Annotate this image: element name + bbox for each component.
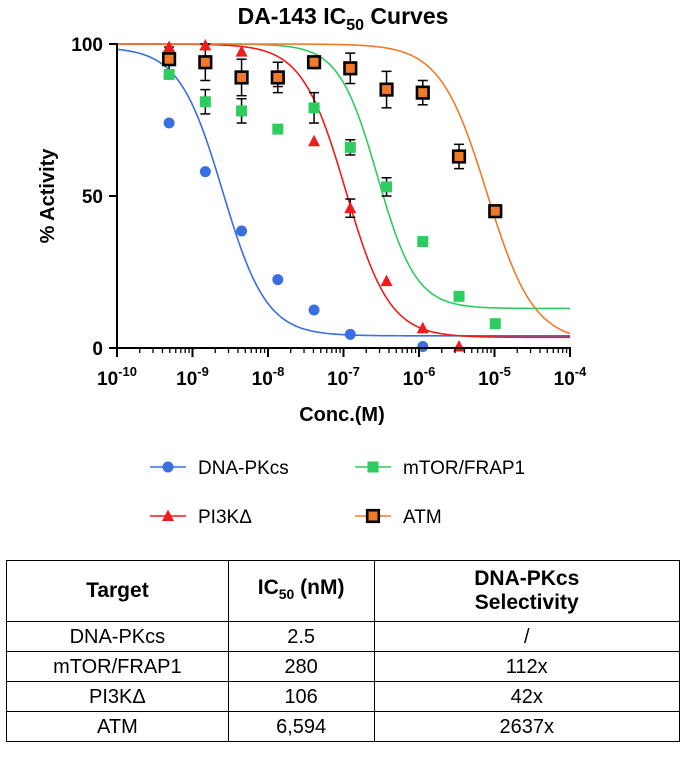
y-tick-label: 50 [82, 187, 103, 208]
point-mtor-frap1 [381, 181, 393, 193]
chart-title: DA-143 IC50 Curves [238, 3, 449, 34]
legend-marker-atm [365, 508, 381, 524]
point-mtor-frap1 [236, 105, 248, 117]
point-dna-pkcs [308, 304, 320, 316]
point-mtor-frap1 [417, 236, 429, 248]
point-pi3k- [199, 39, 212, 51]
cell-selectivity: 112x [373, 651, 680, 682]
point-atm [198, 55, 213, 70]
point-atm [451, 149, 467, 164]
point-atm [234, 70, 249, 85]
header-selectivity-line2: Selectivity [474, 591, 579, 614]
chart-title-suffix: Curves [364, 3, 448, 29]
cell-ic50: 6,594 [227, 711, 375, 742]
point-mtor-frap1 [163, 68, 175, 80]
x-tick-label: 10-7 [327, 364, 360, 390]
cell-ic50: 106 [227, 681, 375, 712]
cell-target: PI3KΔ [6, 681, 229, 712]
axes: 0 50 100 10-10 10-9 10-8 10-7 10-6 10-5 10-4 [71, 35, 587, 390]
fit-curve-mtor-frap1 [117, 43, 570, 310]
header-ic50: IC50 (nM) [227, 560, 375, 622]
point-atm [161, 52, 177, 67]
point-atm [488, 204, 503, 219]
x-tick-label: 10-4 [554, 364, 587, 390]
point-mtor-frap1 [344, 141, 356, 153]
table-row: mTOR/FRAP1 280 112x [6, 651, 680, 682]
legend-marker-mtor-frap1 [367, 461, 379, 473]
point-dna-pkcs [272, 274, 284, 286]
point-dna-pkcs [236, 225, 248, 237]
point-pi3k- [163, 40, 176, 53]
x-tick-label: 10-5 [478, 364, 511, 390]
point-dna-pkcs [199, 166, 211, 178]
point-atm [379, 82, 394, 97]
cell-selectivity: 2637x [373, 711, 680, 742]
header-ic50-main: IC [257, 575, 279, 599]
point-mtor-frap1 [453, 290, 465, 302]
x-tick-label: 10-10 [97, 364, 137, 390]
y-tick-label: 100 [71, 35, 103, 56]
error-bars [164, 43, 465, 219]
chart-title-main: DA-143 IC [238, 3, 347, 29]
cell-selectivity: / [373, 621, 680, 652]
point-atm [270, 70, 285, 85]
point-mtor-frap1 [489, 318, 501, 330]
x-axis-label: Conc.(M) [299, 404, 385, 426]
header-target: Target [6, 560, 229, 622]
y-axis-label: % Activity [37, 148, 59, 244]
point-pi3k- [235, 45, 248, 57]
point-mtor-frap1 [308, 102, 320, 114]
legend-label-dna-pkcs: DNA-PKcs [198, 458, 289, 479]
cell-ic50: 2.5 [227, 621, 375, 652]
legend-label-mtor-frap1: mTOR/FRAP1 [403, 458, 525, 479]
point-mtor-frap1 [199, 96, 211, 108]
cell-target: DNA-PKcs [6, 621, 229, 652]
point-dna-pkcs [344, 328, 356, 340]
legend-label-atm: ATM [403, 507, 442, 528]
cell-selectivity: 42x [373, 681, 680, 712]
header-ic50-subscript: 50 [278, 586, 295, 603]
point-atm [343, 61, 358, 76]
table-row: DNA-PKcs 2.5 / [6, 621, 680, 652]
fit-curves [116, 43, 571, 339]
fit-curve-dna-pkcs [116, 48, 570, 337]
ic50-table: Target IC50 (nM) DNA-PKcs Selectivity DNA… [6, 560, 680, 742]
point-atm [415, 85, 430, 100]
legend: DNA-PKcs mTOR/FRAP1 PI3KΔ ATM [150, 458, 525, 528]
x-tick-label: 10-6 [403, 364, 436, 390]
table-header-row: Target IC50 (nM) DNA-PKcs Selectivity [6, 560, 680, 622]
header-ic50-unit: (nM) [294, 575, 345, 599]
point-pi3k- [344, 201, 357, 214]
cell-ic50: 280 [227, 651, 375, 682]
point-dna-pkcs [163, 117, 175, 129]
point-pi3k- [380, 274, 393, 287]
legend-marker-pi3k- [162, 509, 174, 521]
point-mtor-frap1 [272, 123, 284, 135]
header-selectivity: DNA-PKcs Selectivity [373, 560, 680, 622]
x-tick-label: 10-8 [252, 364, 285, 390]
chart-title-subscript: 50 [346, 17, 364, 34]
point-pi3k- [416, 321, 429, 334]
table-row: ATM 6,594 2637x [6, 711, 680, 742]
cell-target: mTOR/FRAP1 [6, 651, 229, 682]
point-pi3k- [308, 134, 321, 147]
y-tick-label: 0 [92, 339, 103, 360]
legend-marker-dna-pkcs [162, 461, 174, 473]
x-tick-label: 10-9 [176, 364, 209, 390]
table-row: PI3KΔ 106 42x [6, 681, 680, 712]
point-atm [306, 55, 322, 70]
legend-label-pi3k-: PI3KΔ [198, 507, 252, 528]
fit-curve-pi3k- [117, 43, 570, 339]
point-dna-pkcs [417, 340, 429, 352]
data-points [161, 39, 503, 352]
header-selectivity-line1: DNA-PKcs [474, 567, 580, 590]
cell-target: ATM [6, 711, 229, 742]
fit-curve-atm [117, 43, 571, 335]
